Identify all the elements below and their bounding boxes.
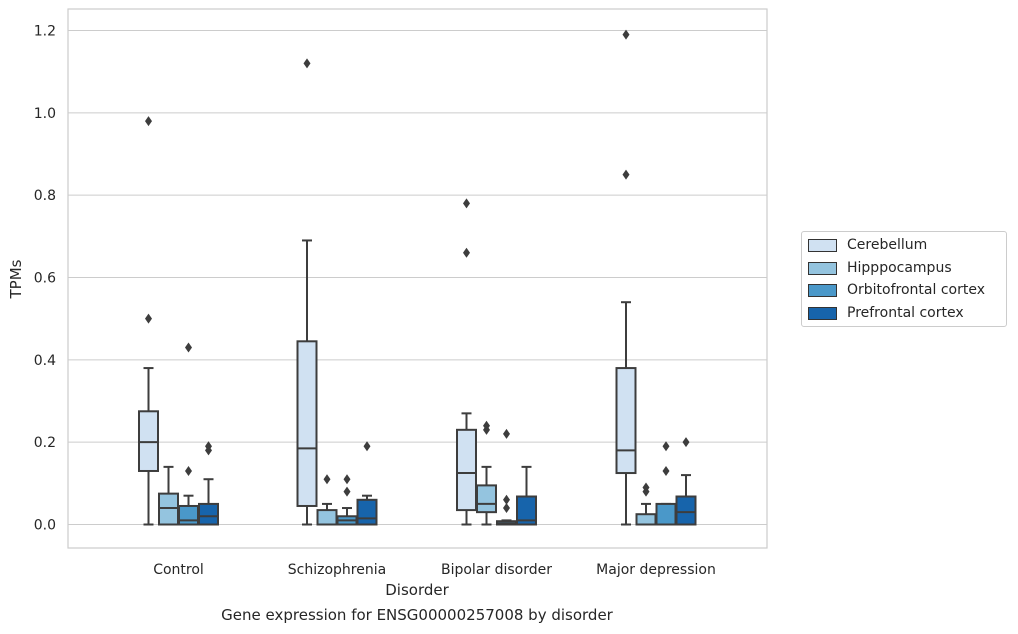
outlier-point: [662, 465, 670, 476]
box-body: [516, 495, 537, 526]
legend-label-cerebellum: Cerebellum: [847, 237, 928, 253]
box-body: [356, 498, 378, 526]
outlier-point: [682, 437, 690, 448]
box-body: [178, 504, 199, 526]
box-body: [655, 502, 677, 526]
legend-item-orbitofrontal: Orbitofrontal cortex: [808, 280, 985, 300]
y-tick-label: 0.4: [34, 353, 56, 369]
x-axis-label: Disorder: [385, 581, 449, 599]
box-2-2: [496, 428, 517, 526]
outlier-point: [323, 474, 331, 485]
box-body: [615, 367, 637, 475]
box-1-2: [476, 420, 497, 526]
box-0-3: [615, 29, 637, 526]
outlier-point: [463, 247, 470, 258]
y-tick-label: 1.0: [34, 106, 56, 122]
y-tick-label: 0.8: [34, 188, 56, 204]
y-tick-label: 0.6: [34, 271, 56, 287]
legend: Cerebellum Hipppocampus Orbitofrontal co…: [801, 231, 1007, 327]
box-body: [675, 495, 697, 526]
box-0-1: [296, 58, 318, 526]
box-body: [158, 492, 179, 526]
box-3-0: [198, 441, 219, 526]
outlier-point: [503, 503, 510, 514]
outlier-point: [483, 420, 490, 431]
box-2-1: [336, 474, 358, 526]
legend-label-orbitofrontal: Orbitofrontal cortex: [847, 282, 985, 298]
legend-item-prefrontal: Prefrontal cortex: [808, 303, 964, 323]
x-tick-label: Bipolar disorder: [441, 562, 552, 578]
chart-caption: Gene expression for ENSG00000257008 by d…: [221, 606, 613, 624]
box-0-2: [456, 198, 477, 526]
box-0-0: [138, 116, 159, 526]
legend-label-prefrontal: Prefrontal cortex: [847, 305, 964, 321]
outlier-point: [503, 428, 510, 439]
box-body: [316, 509, 338, 526]
outlier-point: [185, 465, 192, 476]
box-body: [198, 502, 219, 526]
outlier-point: [642, 482, 650, 493]
outlier-point: [622, 169, 630, 180]
box-body: [476, 484, 497, 514]
outlier-point: [145, 116, 152, 127]
y-tick-label: 0.0: [34, 518, 56, 534]
legend-swatch-orbitofrontal: [808, 283, 837, 297]
outlier-point: [662, 441, 670, 452]
outlier-point: [463, 198, 470, 209]
outlier-point: [343, 474, 351, 485]
legend-item-hippocampus: Hipppocampus: [808, 258, 952, 278]
outlier-point: [303, 58, 311, 69]
x-tick-label: Major depression: [596, 562, 716, 578]
legend-swatch-hippocampus: [808, 261, 837, 275]
y-tick-label: 1.2: [34, 24, 56, 40]
outlier-point: [185, 342, 192, 353]
legend-label-hippocampus: Hipppocampus: [847, 260, 952, 276]
outlier-point: [145, 313, 152, 324]
y-tick-label: 0.2: [34, 435, 56, 451]
box-3-2: [516, 465, 537, 526]
box-1-3: [635, 482, 657, 526]
plot-area: [67, 8, 768, 549]
outlier-point: [343, 486, 351, 497]
legend-swatch-prefrontal: [808, 306, 837, 320]
x-tick-label: Schizophrenia: [288, 562, 386, 578]
x-tick-label: Control: [153, 562, 204, 578]
legend-swatch-cerebellum: [808, 238, 837, 252]
outlier-point: [622, 29, 630, 40]
outlier-point: [205, 441, 212, 452]
y-axis-label: TPMs: [7, 259, 25, 299]
box-body: [635, 513, 657, 526]
box-3-3: [675, 437, 697, 526]
box-3-1: [356, 441, 378, 526]
box-body: [456, 428, 477, 512]
legend-item-cerebellum: Cerebellum: [808, 235, 927, 255]
outlier-point: [503, 494, 510, 505]
box-body: [296, 340, 318, 507]
box-body: [138, 410, 159, 472]
outlier-point: [363, 441, 371, 452]
